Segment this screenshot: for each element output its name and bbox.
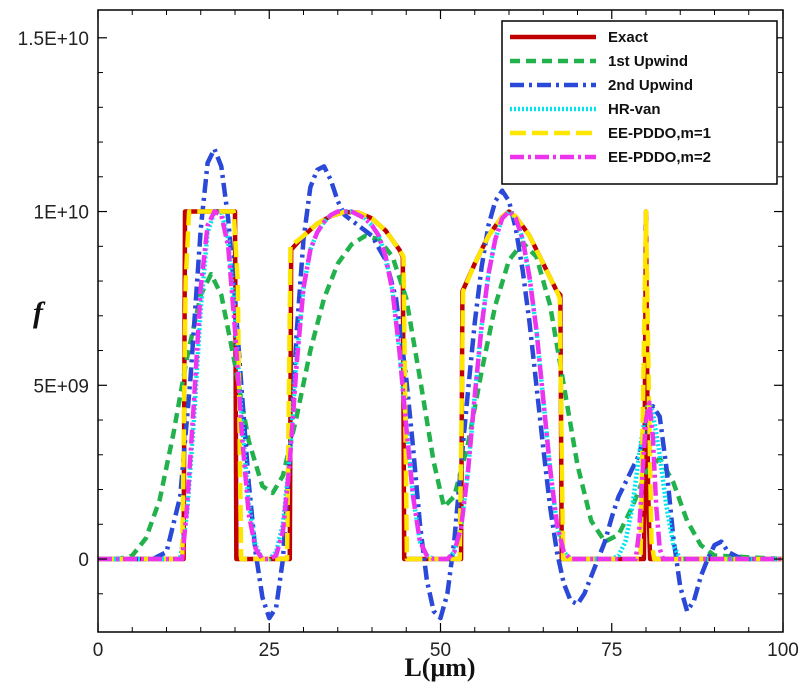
y-tick-label: 0 [78, 550, 89, 571]
legend-label: 1st Upwind [608, 53, 688, 70]
y-axis: 0 5E+09 1E+10 1.5E+10 [18, 29, 783, 595]
x-tick-label: 75 [601, 640, 622, 661]
x-axis: 0 25 50 75 100 [93, 10, 799, 661]
series-layer [98, 146, 783, 621]
legend-label: EE-PDDO,m=1 [608, 125, 711, 142]
x-tick-label: 50 [430, 640, 451, 661]
x-tick-label: 0 [93, 640, 104, 661]
legend-label: Exact [608, 29, 648, 46]
x-tick-label: 25 [259, 640, 280, 661]
legend-label: 2nd Upwind [608, 77, 693, 94]
y-tick-label: 5E+09 [34, 376, 89, 397]
y-tick-label: 1E+10 [34, 203, 89, 224]
y-axis-title: f [33, 296, 46, 329]
legend-label: HR-van [608, 101, 661, 118]
series-line-5 [98, 209, 783, 562]
x-tick-label: 100 [767, 640, 799, 661]
series-line-4 [98, 209, 783, 562]
x-axis-title: L(μm) [404, 653, 475, 682]
y-tick-label: 1.5E+10 [18, 29, 89, 50]
series-line-3 [98, 146, 783, 621]
legend-label: EE-PDDO,m=2 [608, 149, 711, 166]
series-line-6 [98, 209, 783, 562]
legend: Exact 1st Upwind 2nd Upwind HR-van EE-PDDO,m… [501, 20, 778, 185]
series-line-2 [98, 233, 783, 562]
series-line-1 [98, 209, 783, 562]
